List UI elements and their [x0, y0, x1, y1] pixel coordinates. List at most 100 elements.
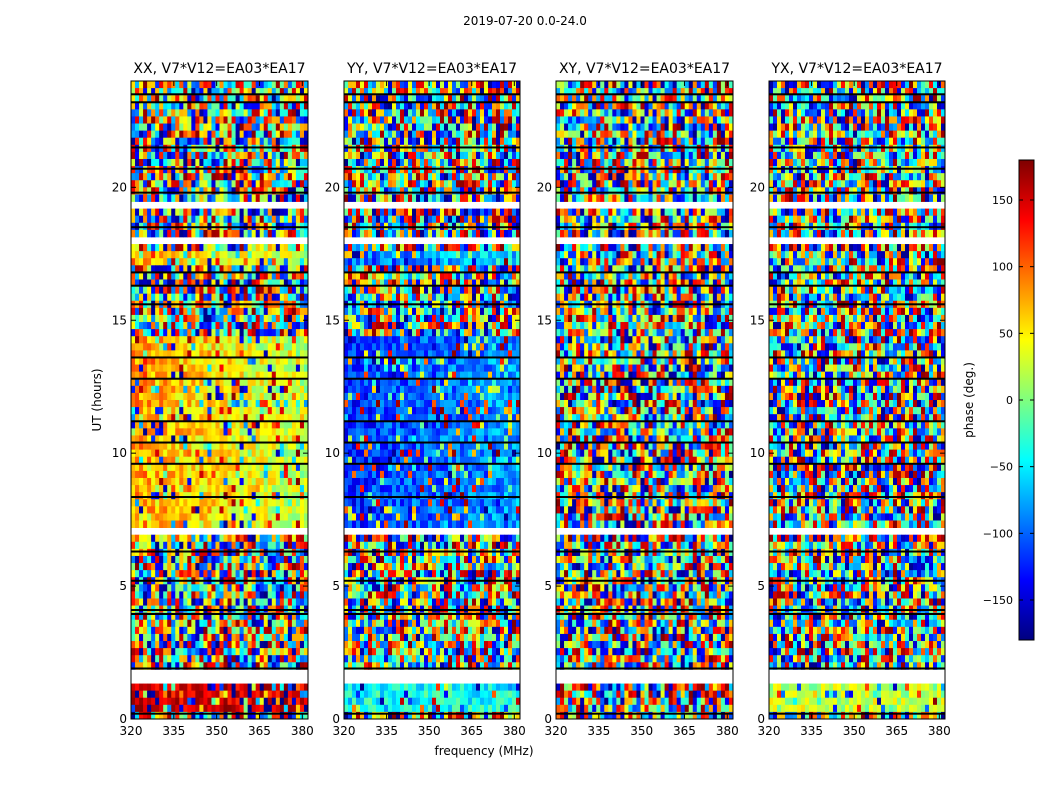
- heatmap-cell: [175, 95, 180, 103]
- heatmap-cell: [191, 428, 196, 436]
- heatmap-cell: [195, 137, 200, 146]
- heatmap-cell: [400, 102, 405, 110]
- heatmap-cell: [259, 477, 265, 486]
- heatmap-cell: [416, 95, 421, 103]
- heatmap-cell: [215, 95, 220, 103]
- heatmap-cell: [135, 364, 140, 373]
- heatmap-cell: [251, 456, 257, 465]
- heatmap-cell: [215, 322, 220, 330]
- heatmap-cell: [287, 279, 293, 287]
- heatmap-cell: [179, 456, 184, 465]
- heatmap-cell: [295, 158, 301, 167]
- heatmap-cell: [155, 414, 160, 422]
- heatmap-cell: [151, 279, 156, 287]
- heatmap-cell: [440, 173, 445, 181]
- heatmap-cell: [508, 81, 513, 89]
- heatmap-cell: [171, 378, 176, 387]
- heatmap-cell: [239, 158, 245, 167]
- heatmap-cell: [247, 265, 253, 273]
- heatmap-cell: [179, 229, 184, 238]
- heatmap-cell: [215, 357, 220, 365]
- heatmap-cell: [147, 704, 152, 713]
- heatmap-cell: [275, 428, 281, 436]
- heatmap-cell: [287, 648, 293, 656]
- heatmap-cell: [275, 251, 281, 259]
- heatmap-cell: [372, 123, 377, 132]
- heatmap-cell: [139, 711, 144, 719]
- heatmap-cell: [231, 499, 236, 507]
- heatmap-cell: [492, 229, 497, 238]
- heatmap-cell: [356, 251, 361, 259]
- heatmap-cell: [191, 265, 196, 273]
- heatmap-cell: [191, 286, 196, 295]
- heatmap-cell: [303, 350, 308, 358]
- heatmap-cell: [291, 194, 297, 202]
- heatmap-cell: [452, 279, 457, 287]
- heatmap-cell: [219, 619, 224, 628]
- heatmap-cell: [199, 130, 204, 139]
- heatmap-cell: [516, 123, 520, 132]
- heatmap-cell: [179, 378, 184, 387]
- heatmap-cell: [271, 187, 277, 195]
- heatmap-cell: [219, 435, 224, 443]
- heatmap-cell: [271, 378, 277, 387]
- heatmap-cell: [191, 570, 196, 578]
- heatmap-cell: [404, 109, 409, 117]
- heatmap-cell: [227, 591, 232, 599]
- heatmap-cell: [279, 449, 285, 458]
- heatmap-cell: [199, 648, 204, 656]
- heatmap-cell: [271, 563, 277, 571]
- heatmap-cell: [215, 704, 220, 713]
- heatmap-cell: [175, 116, 180, 124]
- heatmap-cell: [279, 541, 285, 550]
- heatmap-cell: [287, 307, 293, 316]
- heatmap-cell: [368, 208, 373, 217]
- heatmap-cell: [151, 633, 156, 642]
- heatmap-cell: [287, 492, 293, 500]
- heatmap-cell: [207, 187, 212, 195]
- heatmap-cell: [147, 343, 152, 351]
- heatmap-cell: [175, 166, 180, 174]
- heatmap-cell: [259, 400, 265, 408]
- heatmap-cell: [139, 378, 144, 387]
- heatmap-cell: [147, 570, 152, 578]
- heatmap-cell: [303, 435, 308, 443]
- heatmap-cell: [223, 456, 228, 465]
- heatmap-cell: [211, 116, 216, 124]
- heatmap-cell: [259, 322, 265, 330]
- heatmap-cell: [171, 95, 176, 103]
- heatmap-cell: [247, 166, 253, 174]
- heatmap-cell: [143, 690, 148, 699]
- heatmap-cell: [295, 598, 301, 606]
- heatmap-cell: [275, 378, 281, 387]
- heatmap-cell: [239, 641, 245, 649]
- heatmap-cell: [179, 116, 184, 124]
- heatmap-cell: [151, 513, 156, 521]
- heatmap-cell: [295, 648, 301, 656]
- heatmap-cell: [151, 421, 156, 429]
- heatmap-cell: [424, 158, 429, 167]
- heatmap-cell: [283, 697, 289, 706]
- heatmap-cell: [436, 95, 441, 103]
- heatmap-cell: [476, 194, 481, 202]
- heatmap-cell: [203, 470, 208, 479]
- heatmap-cell: [223, 343, 228, 351]
- heatmap-cell: [484, 215, 489, 224]
- heatmap-cell: [239, 378, 245, 387]
- heatmap-cell: [275, 591, 281, 599]
- heatmap-cell: [472, 95, 477, 103]
- heatmap-cell: [247, 570, 253, 578]
- heatmap-cell: [207, 541, 212, 550]
- heatmap-cell: [151, 442, 156, 451]
- heatmap-cell: [508, 123, 513, 132]
- heatmap-cell: [291, 711, 297, 719]
- heatmap-cell: [432, 258, 437, 266]
- heatmap-cell: [283, 229, 289, 238]
- heatmap-cell: [420, 215, 425, 224]
- x-tick-label: 335: [162, 724, 185, 738]
- heatmap-cell: [255, 137, 261, 146]
- heatmap-cell: [131, 641, 136, 649]
- heatmap-cell: [303, 102, 308, 110]
- heatmap-cell: [412, 229, 417, 238]
- heatmap-cell: [167, 81, 172, 89]
